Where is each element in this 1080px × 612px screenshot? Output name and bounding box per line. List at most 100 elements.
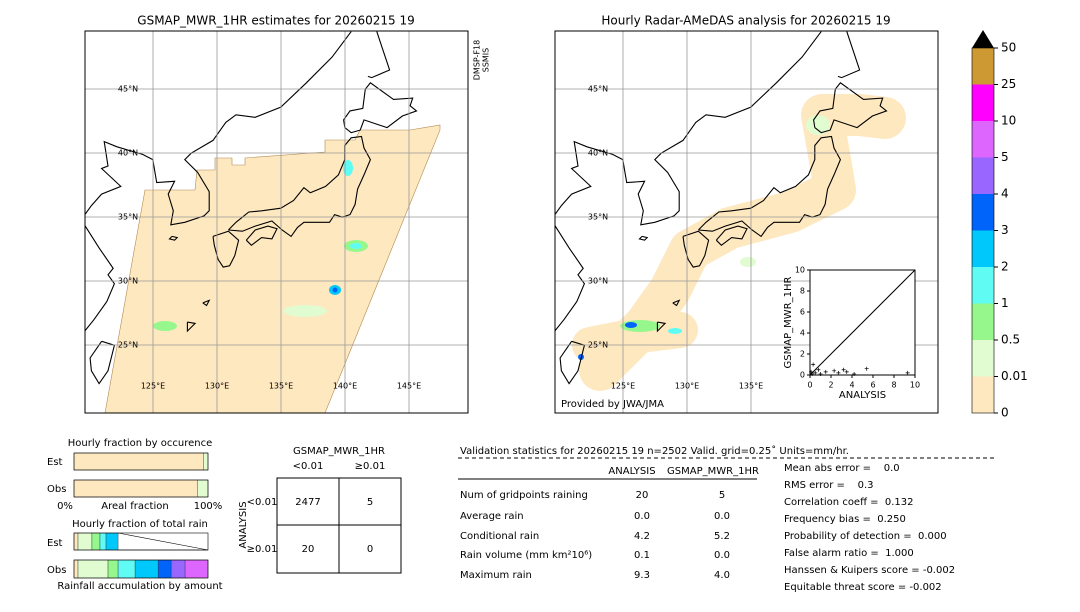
scatter-point xyxy=(813,370,818,375)
x-tick-label: 2 xyxy=(828,381,833,390)
colorbar-segment xyxy=(972,267,994,304)
label: RMS error = 0.3 xyxy=(784,480,874,491)
colorbar-extend xyxy=(972,30,994,48)
label: 4.0 xyxy=(714,570,730,581)
label: 100% xyxy=(194,501,223,512)
label: 5 xyxy=(719,490,725,501)
label: 35°N xyxy=(588,213,608,222)
label: 25°N xyxy=(588,341,608,350)
label: ≥0.01 xyxy=(355,461,386,472)
fraction-segment xyxy=(91,532,101,551)
coastline xyxy=(202,299,211,307)
colorbar-segment xyxy=(972,303,994,340)
rain-area xyxy=(350,243,362,249)
label: 30°N xyxy=(588,277,608,286)
x-tick-label: 0 xyxy=(807,381,812,390)
y-tick-label: 2 xyxy=(800,350,805,359)
rain-area xyxy=(153,321,177,331)
label: Validation statistics for 20260215 19 n=… xyxy=(460,445,849,457)
colorbar-label: 5 xyxy=(1001,150,1009,164)
label: 35°N xyxy=(118,213,138,222)
y-tick-label: 0 xyxy=(800,371,805,380)
bar-frame xyxy=(73,559,209,579)
label: Est xyxy=(47,457,63,468)
label: 40°N xyxy=(588,149,608,158)
label: 145°E xyxy=(397,382,421,391)
label: 2477 xyxy=(295,497,320,508)
label: Areal fraction xyxy=(101,501,168,512)
colorbar-segment xyxy=(972,121,994,158)
coastline xyxy=(186,321,197,333)
scatter-point xyxy=(816,367,821,372)
colorbar-label: 1 xyxy=(1001,296,1009,310)
label: GSMAP_MWR_1HR xyxy=(667,466,759,477)
label: 20 xyxy=(302,544,315,555)
left-map xyxy=(84,30,469,414)
colorbar-label: 50 xyxy=(1001,41,1016,55)
label: Num of gridpoints raining xyxy=(460,490,588,501)
bar-frame xyxy=(73,452,209,471)
scatter-point xyxy=(841,367,846,372)
fraction-segment xyxy=(73,532,79,551)
label: 20 xyxy=(636,490,649,501)
rain-area xyxy=(668,328,682,334)
scatter-point xyxy=(810,371,815,376)
bar-frame xyxy=(73,479,209,498)
x-tick-label: 10 xyxy=(910,381,920,390)
x-tick-label: 6 xyxy=(870,381,875,390)
analysis-area xyxy=(579,94,906,391)
fraction-segment xyxy=(77,559,109,579)
coastline xyxy=(698,135,842,238)
coastline xyxy=(168,235,179,241)
coastline xyxy=(813,82,888,134)
rain-area xyxy=(806,115,830,135)
fraction-segment xyxy=(184,559,209,579)
label: ANALYSIS xyxy=(238,501,249,548)
coastline xyxy=(555,31,822,332)
fraction-segment xyxy=(203,452,209,471)
label: Mean abs error = 0.0 xyxy=(784,463,900,474)
label: 45°N xyxy=(588,85,608,94)
label: 0.1 xyxy=(634,550,650,561)
label: 45°N xyxy=(118,85,138,94)
colorbar-label: 0.01 xyxy=(1001,369,1028,383)
colorbar-segment xyxy=(972,48,994,85)
colorbar-label: 4 xyxy=(1001,187,1009,201)
label: GSMAP_MWR_1HR xyxy=(293,446,385,457)
colorbar-label: 0 xyxy=(1001,406,1009,420)
label: 4.2 xyxy=(634,531,650,542)
colorbar-segment xyxy=(972,230,994,267)
colorbar-label: 0.5 xyxy=(1001,333,1020,347)
colorbar-label: 10 xyxy=(1001,114,1016,128)
label: Probability of detection = 0.000 xyxy=(784,531,947,542)
coastline xyxy=(682,230,710,268)
y-tick-label: 8 xyxy=(800,287,805,296)
label: 125°E xyxy=(611,382,635,391)
label: ANALYSIS xyxy=(608,466,655,477)
analysis-area xyxy=(572,312,698,363)
label: 125°E xyxy=(141,382,165,391)
rain-area xyxy=(343,160,353,176)
label: SSMIS xyxy=(482,48,491,73)
fraction-segment xyxy=(117,559,136,579)
label: 130°E xyxy=(205,382,229,391)
fan-line xyxy=(118,532,209,551)
coastline xyxy=(715,225,748,247)
scatter-point xyxy=(836,370,841,375)
label: Obs xyxy=(47,565,66,576)
label: 130°E xyxy=(675,382,699,391)
label: <0.01 xyxy=(247,497,278,508)
scatter-point xyxy=(905,370,910,375)
map-content xyxy=(85,31,468,413)
fraction-segment xyxy=(134,559,159,579)
rain-area xyxy=(625,322,637,328)
label: 0.0 xyxy=(634,511,650,522)
label: Maximum rain xyxy=(460,570,532,581)
x-tick-label: 4 xyxy=(849,381,854,390)
map-frame xyxy=(554,30,939,414)
fraction-segment xyxy=(73,452,204,471)
label: Conditional rain xyxy=(460,531,539,542)
label: 135°E xyxy=(739,382,763,391)
label: 5 xyxy=(367,497,373,508)
map-frame xyxy=(84,30,469,414)
